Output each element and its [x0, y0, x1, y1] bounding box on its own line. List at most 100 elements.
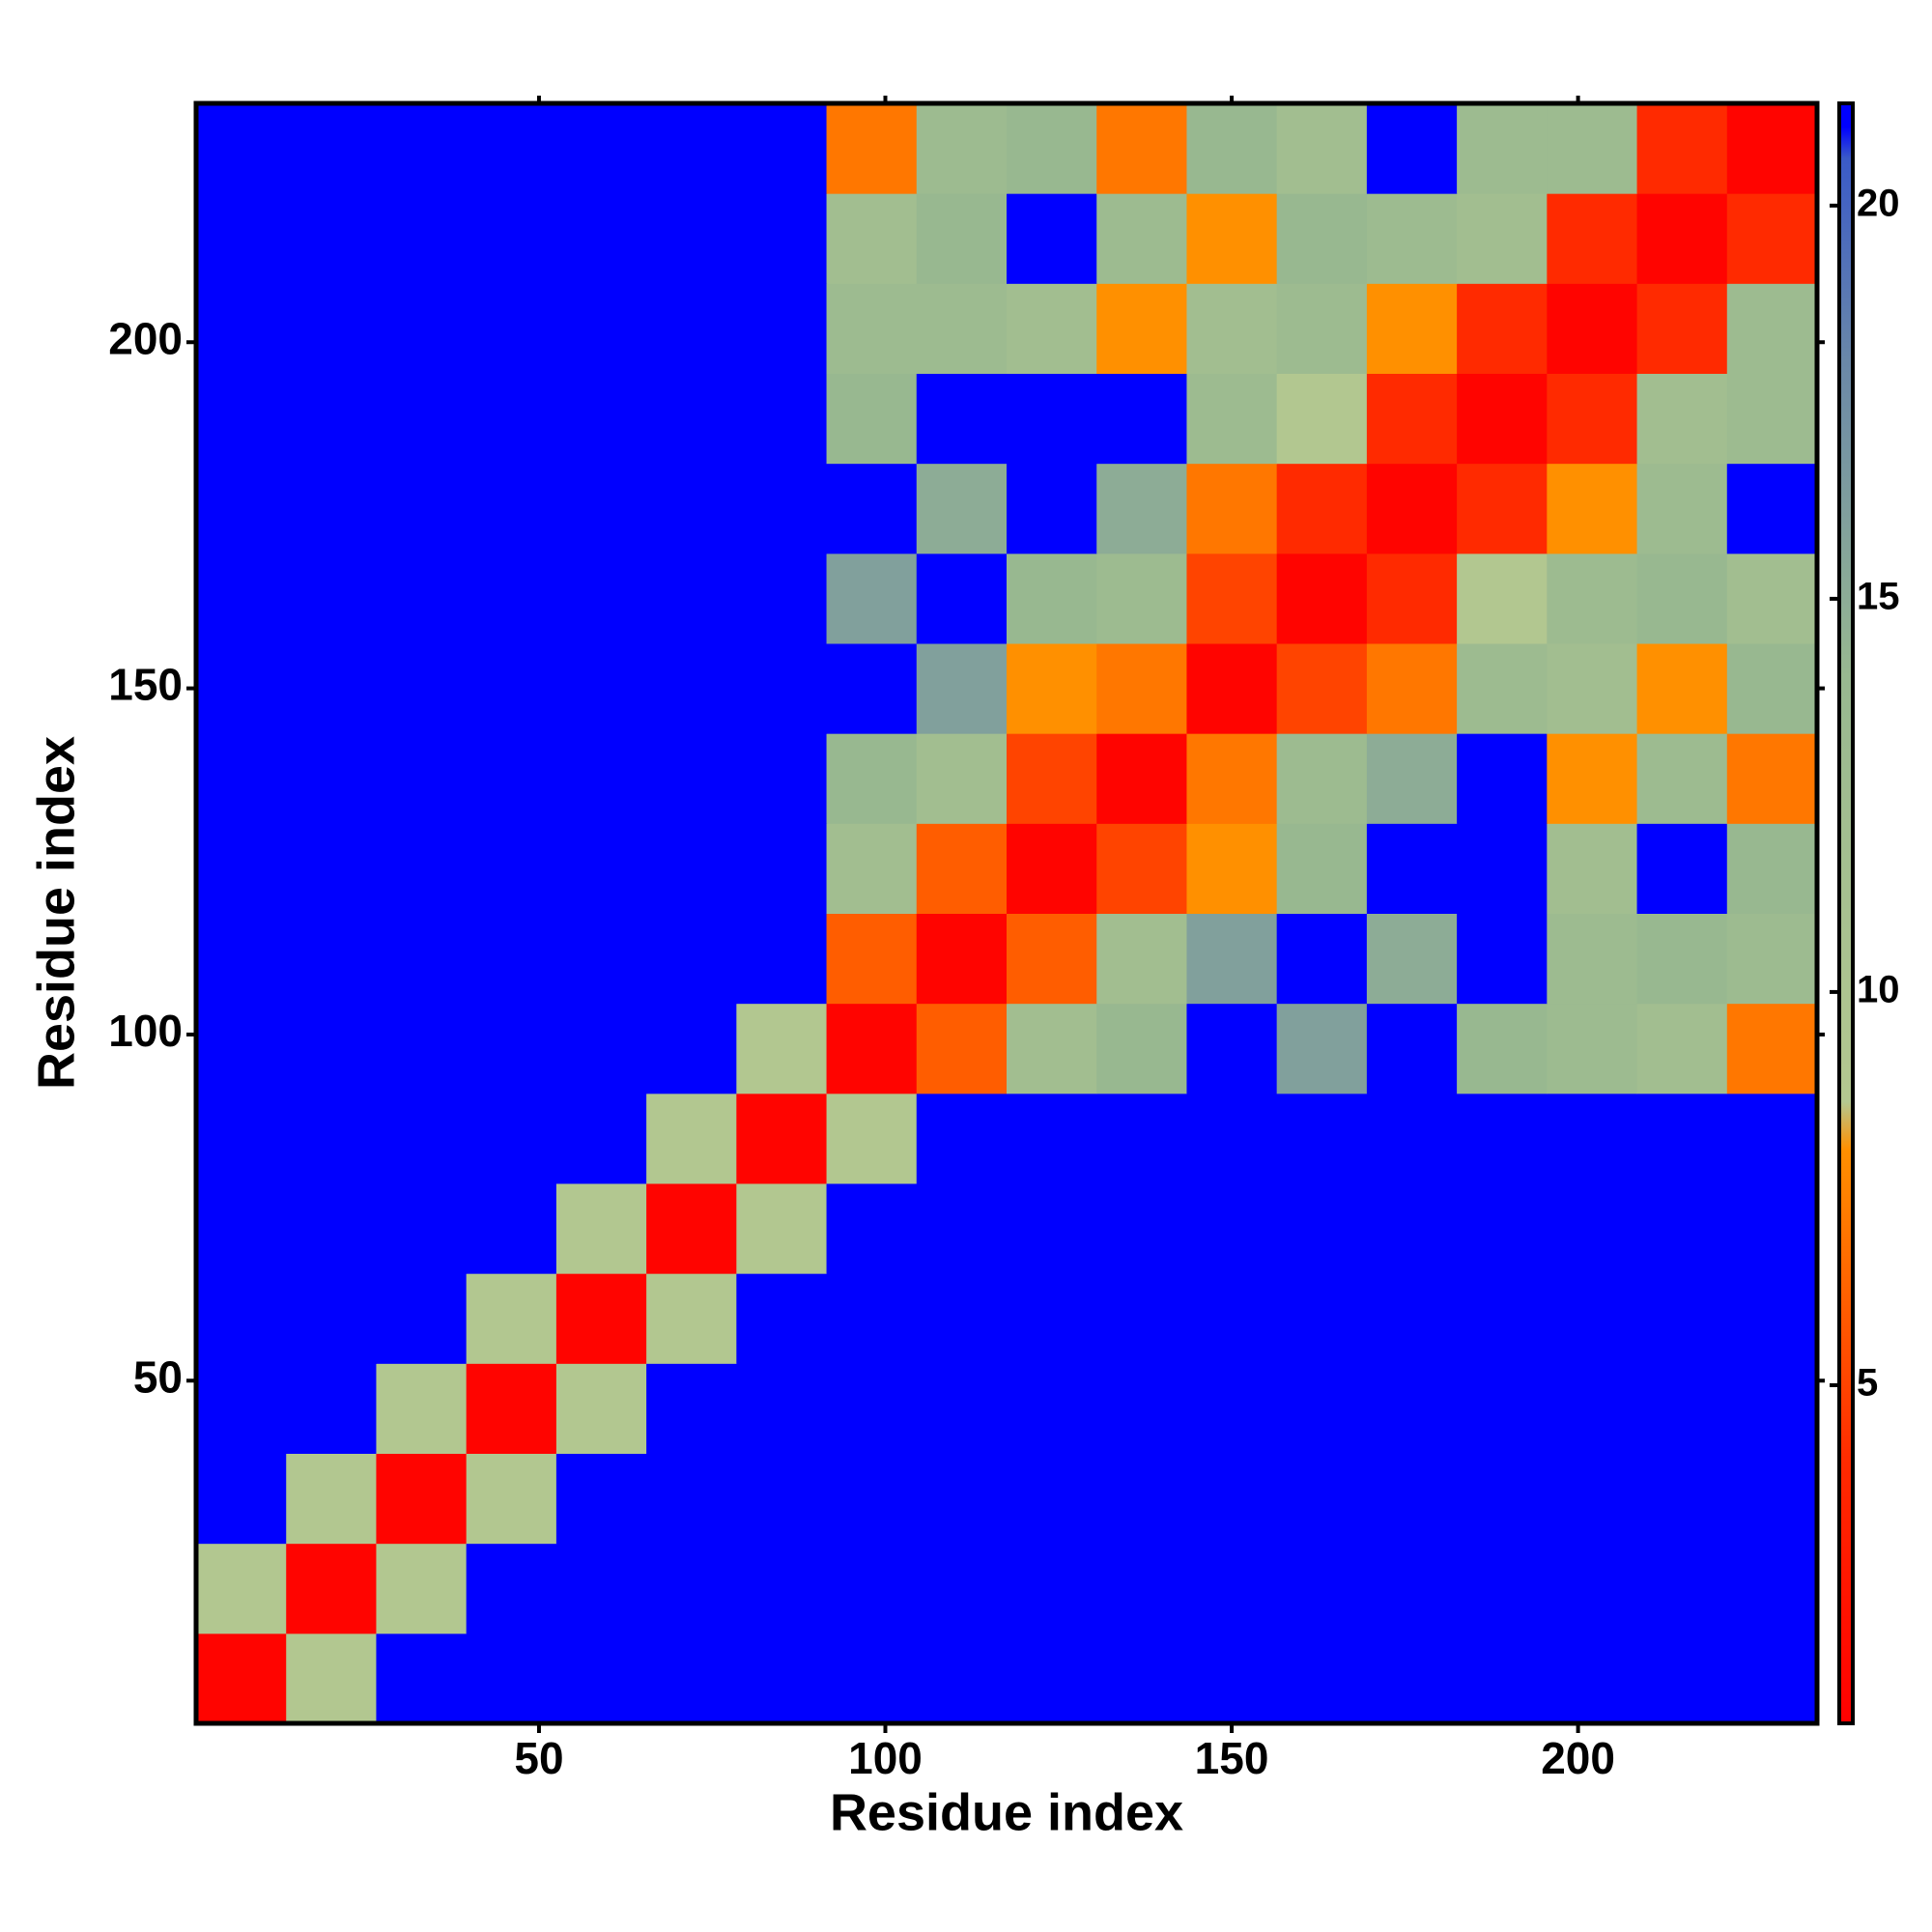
heatmap-cell — [646, 103, 737, 194]
heatmap-cell — [466, 733, 557, 824]
heatmap-cell — [1007, 1003, 1097, 1094]
heatmap-cell — [1007, 463, 1097, 554]
heatmap-cell — [1457, 1633, 1548, 1723]
heatmap-cell — [916, 553, 1008, 644]
heatmap-cell — [1726, 193, 1817, 284]
heatmap-cell — [1726, 553, 1817, 644]
heatmap-cell — [196, 373, 287, 465]
heatmap-cell — [196, 1453, 287, 1545]
heatmap-cell — [555, 1633, 647, 1723]
heatmap-cell — [1096, 553, 1187, 644]
heatmap-cell — [916, 733, 1008, 824]
heatmap-cell — [1007, 1543, 1097, 1634]
heatmap-cell — [1276, 463, 1368, 554]
heatmap-cell — [376, 1183, 468, 1274]
heatmap-cell — [555, 1453, 647, 1545]
heatmap-cell — [555, 1363, 647, 1454]
heatmap-cell — [646, 1453, 737, 1545]
heatmap-cell — [555, 913, 647, 1005]
heatmap-cell — [736, 733, 828, 824]
heatmap-cell — [1457, 1363, 1548, 1454]
heatmap-cell — [646, 1633, 737, 1723]
heatmap-cell — [1186, 1543, 1278, 1634]
colorbar-tick-label: 5 — [1857, 1362, 1878, 1405]
heatmap-cell — [1366, 1183, 1458, 1274]
heatmap-cell — [1276, 1453, 1368, 1545]
heatmap-cell — [1366, 1543, 1458, 1634]
colorbar-tick-label: 15 — [1857, 575, 1900, 617]
heatmap-cell — [646, 1183, 737, 1274]
heatmap-cell — [1457, 643, 1548, 734]
heatmap-cell — [826, 913, 918, 1005]
heatmap-cell — [376, 103, 468, 194]
heatmap-cell — [1726, 463, 1817, 554]
heatmap-cell — [376, 643, 468, 734]
heatmap-cell — [826, 1363, 918, 1454]
heatmap-cell — [1096, 643, 1187, 734]
heatmap-cell — [736, 1273, 828, 1364]
heatmap-cell — [1547, 103, 1638, 194]
heatmap-cell — [1366, 823, 1458, 914]
heatmap-cell — [1547, 733, 1638, 824]
heatmap-cell — [466, 1183, 557, 1274]
heatmap-cell — [555, 283, 647, 374]
heatmap-cell — [555, 1093, 647, 1184]
heatmap-cell — [466, 283, 557, 374]
heatmap-cell — [1547, 1363, 1638, 1454]
heatmap-cell — [196, 1543, 287, 1634]
heatmap-cell — [646, 553, 737, 644]
heatmap-cell — [196, 1093, 287, 1184]
heatmap-cell — [1007, 283, 1097, 374]
colorbar — [1837, 101, 1855, 1725]
heatmap-cell — [916, 373, 1008, 465]
heatmap-cell — [196, 103, 287, 194]
heatmap-cell — [286, 1093, 377, 1184]
heatmap-cell — [646, 1003, 737, 1094]
heatmap-cell — [376, 733, 468, 824]
heatmap-cell — [1547, 193, 1638, 284]
colorbar-tick-label: 10 — [1857, 968, 1900, 1010]
heatmap-cell — [916, 1543, 1008, 1634]
heatmap-cell — [736, 1453, 828, 1545]
heatmap-cell — [1186, 733, 1278, 824]
heatmap-cell — [1007, 1093, 1097, 1184]
heatmap-cell — [196, 1003, 287, 1094]
heatmap-cell — [196, 643, 287, 734]
heatmap-cell — [646, 1543, 737, 1634]
heatmap-cell — [826, 1093, 918, 1184]
heatmap-cell — [376, 1093, 468, 1184]
heatmap-cell — [1276, 283, 1368, 374]
heatmap-cell — [826, 1003, 918, 1094]
heatmap-cell — [1007, 1453, 1097, 1545]
heatmap-cell — [286, 553, 377, 644]
heatmap-cell — [736, 283, 828, 374]
heatmap-cell — [1276, 1543, 1368, 1634]
heatmap-cell — [376, 553, 468, 644]
heatmap-cell — [286, 193, 377, 284]
heatmap-cell — [826, 1183, 918, 1274]
heatmap-cell — [1096, 103, 1187, 194]
heatmap-cell — [286, 733, 377, 824]
heatmap-cell — [1547, 283, 1638, 374]
heatmap-cell — [916, 463, 1008, 554]
heatmap-cell — [376, 1633, 468, 1723]
heatmap-cell — [646, 1273, 737, 1364]
heatmap-cell — [1366, 373, 1458, 465]
heatmap-cell — [1276, 913, 1368, 1005]
x-axis-title: Residue index — [830, 1783, 1183, 1841]
heatmap-cell — [1366, 1363, 1458, 1454]
heatmap-cell — [1726, 1093, 1817, 1184]
colorbar-tick-label: 20 — [1857, 182, 1900, 224]
heatmap-cell — [286, 1363, 377, 1454]
heatmap-cell — [555, 1273, 647, 1364]
heatmap-cell — [286, 463, 377, 554]
heatmap-cell — [1726, 1273, 1817, 1364]
x-tick-label: 200 — [1541, 1733, 1615, 1783]
heatmap-cell — [1366, 1093, 1458, 1184]
heatmap-cell — [1366, 553, 1458, 644]
heatmap-cell — [1186, 553, 1278, 644]
heatmap-cell — [196, 193, 287, 284]
heatmap-cell — [1007, 1183, 1097, 1274]
heatmap-cell — [1547, 1543, 1638, 1634]
